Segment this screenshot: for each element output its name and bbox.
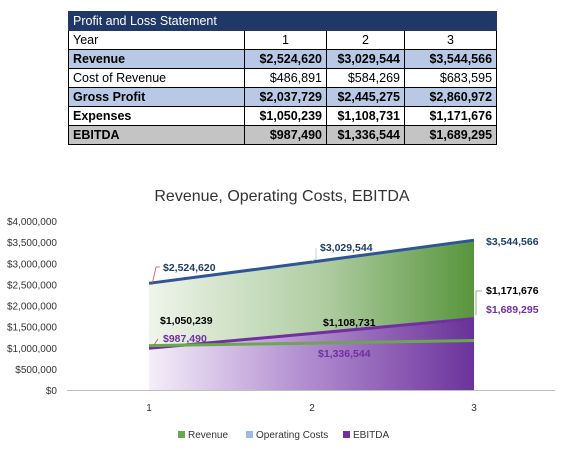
value-cell: $2,860,972: [403, 87, 498, 107]
pl-table: Profit and Loss Statement Year 1 2 3 Rev…: [67, 11, 498, 145]
area-ebitda: [149, 318, 474, 390]
header-cell: 3: [403, 30, 498, 50]
data-label-ebitda: $1,336,544: [318, 348, 371, 360]
y-tick-label: $500,000: [15, 365, 57, 376]
chart-title: Revenue, Operating Costs, EBITDA: [154, 188, 410, 205]
table-row: Cost of Revenue $486,891 $584,269 $683,595: [68, 68, 498, 88]
table-row: Expenses $1,050,239 $1,108,731 $1,171,676: [68, 106, 498, 126]
data-label-revenue: $3,029,544: [320, 242, 373, 254]
data-label-operating-costs: $1,171,676: [486, 285, 539, 297]
data-label-operating-costs: $1,050,239: [160, 315, 213, 327]
row-label: Cost of Revenue: [68, 68, 245, 88]
data-label-revenue: $3,544,566: [486, 236, 539, 248]
legend-entry: EBITDA: [353, 430, 389, 441]
value-cell: $1,050,239: [244, 106, 327, 126]
legend-swatch: [343, 431, 350, 438]
value-cell: $1,171,676: [403, 106, 498, 126]
data-label-ebitda: $1,689,295: [486, 304, 539, 316]
table-title-row: Profit and Loss Statement: [67, 11, 498, 31]
y-tick-label: $3,500,000: [7, 238, 57, 249]
value-cell: $987,490: [244, 125, 327, 145]
line-revenue: [148, 238, 475, 285]
header-cell: 2: [326, 30, 405, 50]
value-cell: $2,524,620: [244, 49, 327, 69]
header-cell: Year: [68, 30, 245, 50]
y-tick-label: $2,000,000: [7, 302, 57, 313]
table-row: Revenue $2,524,620 $3,029,544 $3,544,566: [68, 49, 498, 69]
header-cell: 1: [244, 30, 327, 50]
leader-line: [151, 266, 160, 286]
value-cell: $1,336,544: [326, 125, 405, 145]
legend-swatch: [178, 431, 185, 438]
leader-line: [153, 338, 159, 346]
row-label: Expenses: [68, 106, 245, 126]
table-title: Profit and Loss Statement: [67, 11, 498, 31]
leader-line: [475, 290, 482, 315]
row-label: Revenue: [68, 49, 245, 69]
value-cell: $1,108,731: [326, 106, 405, 126]
value-cell: $1,689,295: [403, 125, 498, 145]
row-label: EBITDA: [68, 125, 245, 145]
row-label: Gross Profit: [68, 87, 245, 107]
value-cell: $683,595: [403, 68, 498, 88]
value-cell: $486,891: [244, 68, 327, 88]
table-header-row: Year 1 2 3: [68, 30, 498, 50]
x-tick-label: 1: [146, 403, 152, 414]
data-label-revenue: $2,524,620: [163, 262, 216, 274]
leader-line: [311, 248, 317, 262]
line-operating-costs: [148, 339, 475, 348]
table-row: EBITDA $987,490 $1,336,544 $1,689,295: [68, 125, 498, 145]
y-tick-label: $1,500,000: [7, 323, 57, 334]
value-cell: $3,029,544: [326, 49, 405, 69]
legend-entry: Operating Costs: [256, 430, 328, 441]
table-row: Gross Profit $2,037,729 $2,445,275 $2,860,9…: [68, 87, 498, 107]
value-cell: $2,445,275: [326, 87, 405, 107]
x-tick-label: 3: [471, 403, 477, 414]
x-tick-label: 2: [309, 403, 315, 414]
y-tick-label: $1,000,000: [7, 344, 57, 355]
legend-entry: Revenue: [188, 430, 228, 441]
y-tick-label: $4,000,000: [7, 217, 57, 228]
chart: Revenue, Operating Costs, EBITDA $0 $500,0…: [7, 188, 555, 441]
value-cell: $584,269: [326, 68, 405, 88]
y-tick-label: $3,000,000: [7, 259, 57, 270]
data-label-operating-costs: $1,108,731: [323, 317, 376, 329]
y-tick-label: $2,500,000: [7, 280, 57, 291]
data-label-ebitda: $987,490: [163, 333, 207, 345]
value-cell: $3,544,566: [403, 49, 498, 69]
y-tick-label: $0: [46, 386, 58, 397]
legend-swatch: [246, 431, 253, 438]
value-cell: $2,037,729: [244, 87, 327, 107]
